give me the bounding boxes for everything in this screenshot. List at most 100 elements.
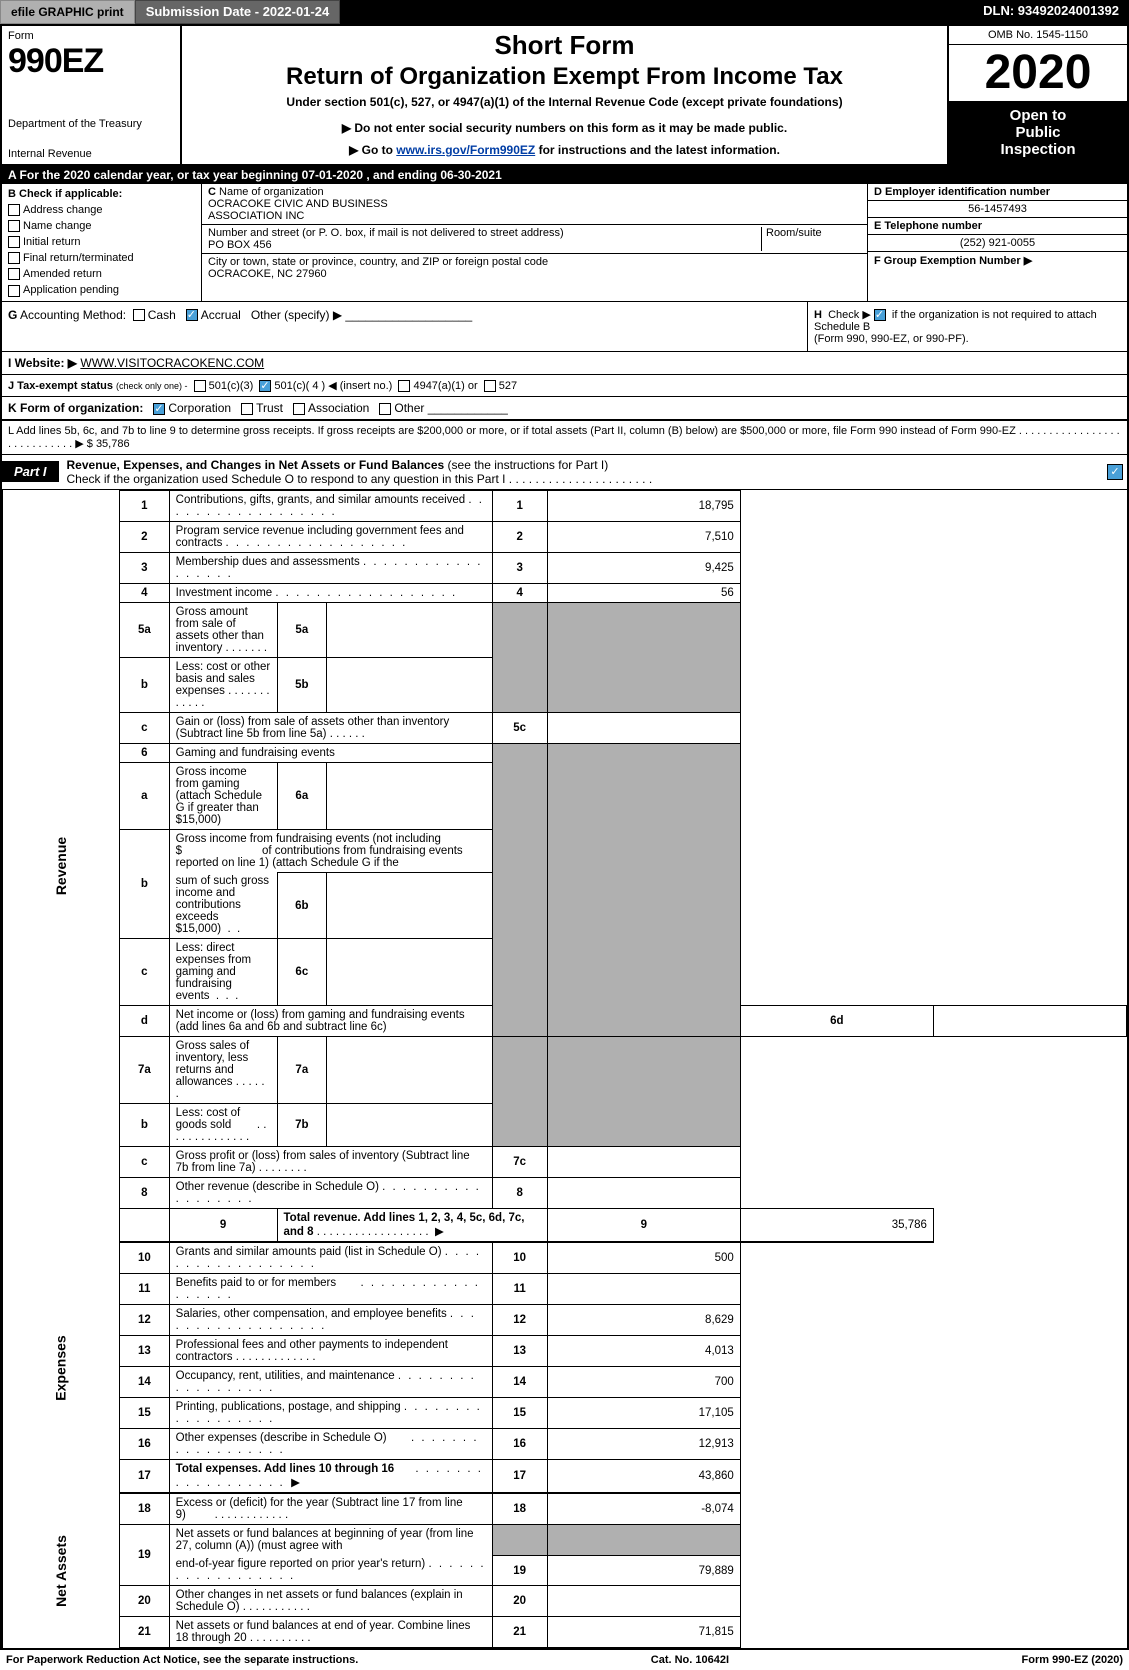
chk-final-return[interactable] (8, 252, 20, 264)
irs-link[interactable]: www.irs.gov/Form990EZ (396, 143, 535, 157)
chk-schedule-o-part-i[interactable]: ✓ (1107, 464, 1123, 480)
footer-form-ref: Form 990-EZ (2020) (1022, 1654, 1123, 1666)
line-6b-text3: sum of such gross income and contributio… (176, 875, 269, 935)
table-row: end-of-year figure reported on prior yea… (3, 1555, 1127, 1586)
opt-cash: Cash (148, 308, 176, 322)
opt-trust: Trust (256, 401, 283, 415)
line-6b-subvalue (327, 872, 492, 939)
line-13-value: 4,013 (547, 1336, 740, 1367)
line-14-num: 14 (120, 1367, 170, 1398)
chk-amended-return[interactable] (8, 268, 20, 280)
table-row: 7a Gross sales of inventory, less return… (3, 1037, 1127, 1104)
line-6a-subvalue (327, 762, 492, 829)
line-5c-num: c (120, 712, 170, 743)
opt-527: 527 (499, 380, 517, 392)
form-number: 990EZ (8, 42, 174, 81)
website-label: I Website: ▶ (8, 356, 77, 370)
line-7b-subvalue (327, 1104, 492, 1147)
line-13-num: 13 (120, 1336, 170, 1367)
inspect-line3: Inspection (953, 141, 1123, 158)
table-row: 16 Other expenses (describe in Schedule … (3, 1429, 1127, 1460)
revenue-side-label: Revenue (3, 490, 120, 1242)
chk-schedule-b[interactable] (874, 309, 886, 321)
form-header: Form 990EZ Department of the Treasury In… (2, 26, 1127, 166)
opt-corporation: Corporation (168, 401, 231, 415)
line-20-ref: 20 (492, 1586, 547, 1617)
chk-association[interactable] (293, 403, 305, 415)
part-i-header: Part I Revenue, Expenses, and Changes in… (2, 455, 1127, 490)
title-main: Return of Organization Exempt From Incom… (192, 63, 937, 91)
line-6-shade-amt (547, 743, 740, 1037)
chk-initial-return[interactable] (8, 236, 20, 248)
line-11-ref: 11 (492, 1274, 547, 1305)
chk-other-org[interactable] (379, 403, 391, 415)
row-gh: G Accounting Method: Cash Accrual Other … (2, 302, 1127, 352)
website-value: WWW.VISITOCRACOKENC.COM (80, 356, 264, 370)
line-19-shade-amt (547, 1525, 740, 1556)
table-row: 17 Total expenses. Add lines 10 through … (3, 1460, 1127, 1494)
line-13-ref: 13 (492, 1336, 547, 1367)
opt-4947a1: 4947(a)(1) or (413, 380, 477, 392)
chk-501c[interactable] (259, 380, 271, 392)
line-18-value: -8,074 (547, 1493, 740, 1525)
table-row: 13 Professional fees and other payments … (3, 1336, 1127, 1367)
line-7b-text: Less: cost of goods sold (176, 1107, 241, 1131)
footer-cat-no: Cat. No. 10642I (651, 1654, 729, 1666)
line-5c-ref: 5c (492, 712, 547, 743)
chk-address-change[interactable] (8, 204, 20, 216)
city-val: OCRACOKE, NC 27960 (208, 268, 327, 280)
line-7a-sublabel: 7a (277, 1037, 327, 1104)
table-row: 2 Program service revenue including gove… (3, 521, 1127, 552)
opt-amended-return: Amended return (23, 268, 102, 280)
part-i-title: Revenue, Expenses, and Changes in Net As… (67, 458, 445, 472)
line-7a-text: Gross sales of inventory, less returns a… (176, 1040, 250, 1088)
chk-4947a1[interactable] (398, 380, 410, 392)
chk-trust[interactable] (241, 403, 253, 415)
line-13-text: Professional fees and other payments to … (176, 1339, 448, 1363)
line-6-shade (492, 743, 547, 1037)
line-9-num: 9 (169, 1209, 277, 1243)
h-forms-list: (Form 990, 990-EZ, or 990-PF). (814, 333, 969, 345)
chk-name-change[interactable] (8, 220, 20, 232)
footer-paperwork: For Paperwork Reduction Act Notice, see … (6, 1654, 358, 1666)
efile-print-button[interactable]: efile GRAPHIC print (0, 0, 135, 24)
row-a-tax-year: A For the 2020 calendar year, or tax yea… (2, 166, 1127, 184)
tax-year: 2020 (949, 45, 1127, 101)
chk-application-pending[interactable] (8, 285, 20, 297)
line-5a-num: 5a (120, 602, 170, 657)
table-row: c Gain or (loss) from sale of assets oth… (3, 712, 1127, 743)
opt-address-change: Address change (23, 204, 103, 216)
opt-name-change: Name change (23, 220, 92, 232)
check-only-one: (check only one) - (116, 381, 188, 391)
line-5a-subvalue (327, 602, 492, 657)
line-3-text: Membership dues and assessments (176, 556, 360, 568)
line-20-text: Other changes in net assets or fund bala… (176, 1589, 463, 1613)
page-footer: For Paperwork Reduction Act Notice, see … (0, 1650, 1129, 1670)
line-21-num: 21 (120, 1617, 170, 1648)
part-i-tag: Part I (2, 461, 59, 482)
line-11-text: Benefits paid to or for members (176, 1277, 336, 1289)
chk-corporation[interactable] (153, 403, 165, 415)
chk-527[interactable] (484, 380, 496, 392)
group-exemption-label: F Group Exemption Number ▶ (874, 255, 1032, 267)
chk-cash[interactable] (133, 309, 145, 321)
line-11-num: 11 (120, 1274, 170, 1305)
row-l-gross-receipts: L Add lines 5b, 6c, and 7b to line 9 to … (2, 421, 1127, 455)
line-10-value: 500 (547, 1242, 740, 1274)
chk-501c3[interactable] (194, 380, 206, 392)
table-row: Expenses 10 Grants and similar amounts p… (3, 1242, 1127, 1274)
line-12-ref: 12 (492, 1305, 547, 1336)
dept-treasury: Department of the Treasury (8, 118, 174, 130)
line-7a-num: 7a (120, 1037, 170, 1104)
line-8-value (547, 1178, 740, 1209)
h-label: H (814, 309, 822, 321)
line-5a-text: Gross amount from sale of assets other t… (176, 606, 264, 654)
part-i-table: Revenue 1 Contributions, gifts, grants, … (2, 490, 1127, 1649)
opt-association: Association (308, 401, 369, 415)
g-label: G (8, 308, 17, 322)
line-5ab-shade (492, 602, 547, 712)
table-row: 15 Printing, publications, postage, and … (3, 1398, 1127, 1429)
line-6d-text: Net income or (loss) from gaming and fun… (169, 1006, 492, 1037)
chk-accrual[interactable] (186, 309, 198, 321)
line-11-value (547, 1274, 740, 1305)
